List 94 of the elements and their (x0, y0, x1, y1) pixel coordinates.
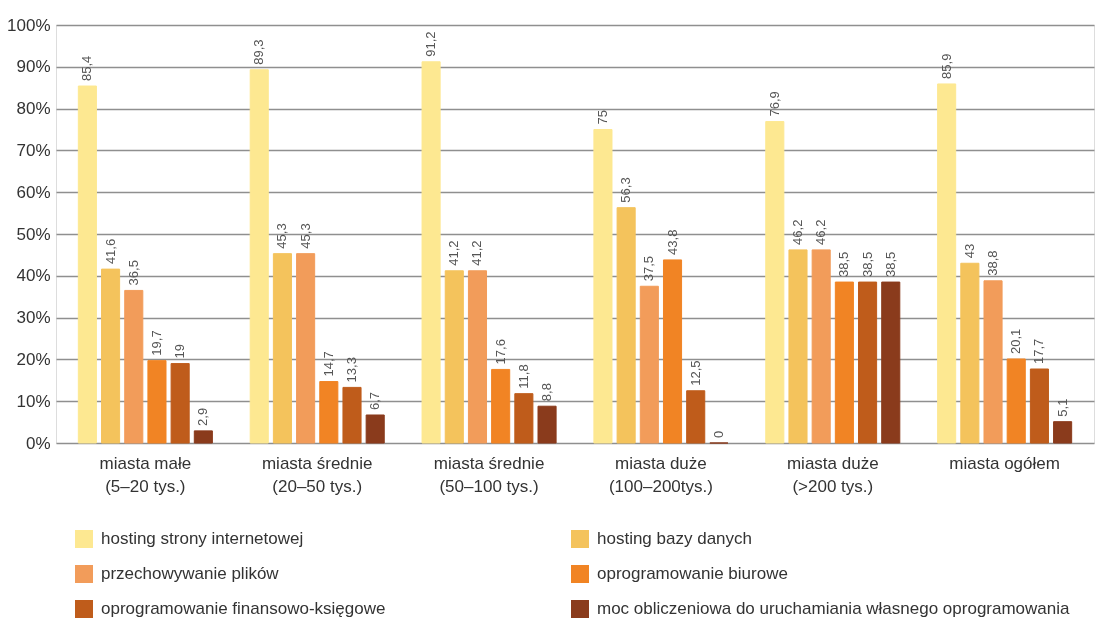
data-label: 41,2 (469, 240, 485, 266)
data-label: 38,8 (985, 250, 1001, 276)
bar (444, 270, 464, 444)
data-label: 91,2 (423, 31, 439, 57)
bar (491, 368, 511, 444)
x-tick-label: miasta duże (>200 tys.) (786, 453, 879, 496)
data-label: 38,5 (859, 251, 875, 278)
bar (1006, 358, 1026, 444)
bar (960, 262, 980, 444)
data-label: 19,7 (148, 330, 164, 356)
y-tick-label: 40% (16, 266, 51, 286)
x-tick-label: miasta średnie (50–100 tys.) (433, 453, 545, 496)
bar (983, 280, 1003, 444)
y-tick-label: 50% (16, 224, 51, 244)
data-label: 85,9 (938, 53, 954, 79)
data-label: 56,3 (618, 177, 634, 203)
y-tick-label: 20% (16, 349, 51, 369)
bar (1053, 421, 1073, 444)
bar (170, 363, 190, 444)
data-label: 43 (961, 243, 977, 259)
y-tick-label: 60% (16, 182, 51, 202)
data-label: 5,1 (1054, 398, 1070, 417)
bar (811, 249, 831, 444)
x-tick-label: miasta średnie (20–50 tys.) (261, 453, 373, 496)
data-label: 38,5 (882, 251, 898, 278)
bar (593, 129, 613, 444)
data-label: 0 (710, 430, 726, 438)
bar (662, 259, 683, 444)
bar (686, 390, 706, 444)
x-tick-label: miasta małe (5–20 tys.) (99, 453, 192, 496)
bar (319, 381, 339, 444)
y-tick-label: 10% (16, 391, 51, 411)
bar (788, 249, 808, 444)
bar (272, 253, 292, 444)
bar (467, 270, 488, 444)
bar (77, 85, 97, 444)
data-label: 17,6 (492, 339, 508, 365)
legend-label: moc obliczeniowa do uruchamiania własnego oprogramowania (597, 599, 1071, 618)
bar (834, 281, 854, 444)
bar (296, 253, 316, 444)
data-label: 85,4 (79, 55, 95, 82)
data-label: 37,5 (641, 255, 657, 282)
data-label: 46,2 (813, 219, 829, 245)
y-tick-label: 0% (25, 433, 51, 453)
data-label: 89,3 (251, 39, 267, 65)
data-label: 75 (594, 110, 610, 125)
y-tick-label: 80% (16, 99, 51, 119)
data-label: 43,8 (664, 229, 680, 255)
bar (365, 414, 385, 444)
data-label: 12,5 (687, 360, 703, 386)
legend-label: oprogramowanie biurowe (597, 564, 788, 583)
bar (421, 61, 441, 444)
data-label: 13,3 (344, 357, 360, 383)
y-tick-label: 30% (16, 308, 51, 328)
data-label: 41,2 (446, 240, 462, 266)
legend-label: przechowywanie plików (101, 564, 280, 583)
legend-label: hosting bazy danych (597, 529, 752, 548)
bar (193, 430, 213, 444)
data-label: 36,5 (125, 260, 141, 286)
data-label: 20,1 (1008, 328, 1024, 354)
bar (342, 386, 362, 444)
bar (124, 289, 144, 444)
bar (881, 281, 901, 444)
data-label: 41,6 (102, 238, 118, 265)
bar (514, 393, 534, 444)
legend-label: oprogramowanie finansowo-księgowe (101, 599, 386, 618)
bar (147, 360, 167, 444)
x-tick-label: miasta duże (100–200tys.) (608, 453, 713, 496)
y-tick-label: 70% (16, 140, 51, 160)
data-label: 45,3 (297, 223, 313, 249)
bar (249, 69, 269, 444)
data-label: 14,7 (320, 351, 336, 377)
x-tick-label: miasta ogółem (949, 453, 1060, 473)
data-label: 38,5 (836, 251, 852, 278)
data-label: 76,9 (766, 91, 782, 117)
bar (858, 281, 878, 444)
data-label: 45,3 (274, 223, 290, 249)
bar (937, 83, 957, 444)
y-tick-label: 90% (16, 57, 51, 77)
bar (639, 285, 659, 444)
data-label: 46,2 (789, 219, 805, 245)
data-label: 19 (172, 344, 188, 359)
bar (1029, 368, 1049, 444)
data-label: 8,8 (539, 383, 555, 402)
bar (616, 207, 636, 444)
legend-label: hosting strony internetowej (101, 529, 304, 548)
data-label: 2,9 (195, 407, 211, 426)
bar (765, 121, 785, 444)
data-label: 11,8 (515, 364, 531, 389)
data-label: 17,7 (1031, 338, 1047, 365)
bar (537, 405, 557, 444)
bar (101, 268, 121, 444)
y-tick-label: 100% (7, 15, 51, 35)
data-label: 6,7 (367, 391, 383, 410)
